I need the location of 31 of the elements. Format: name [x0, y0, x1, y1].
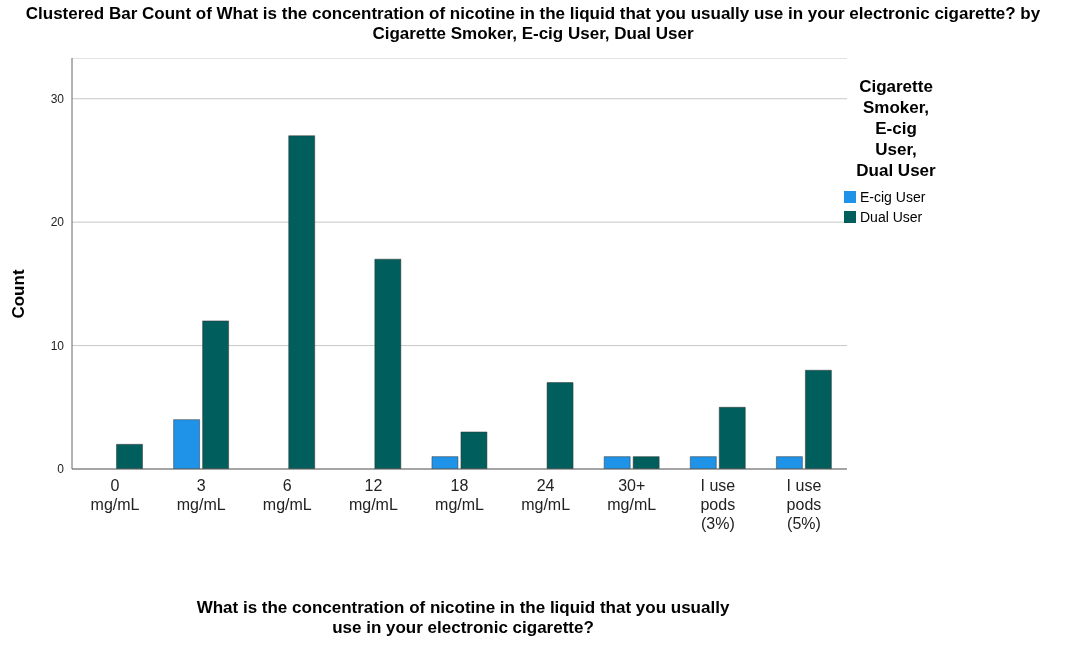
bar [603, 456, 631, 469]
x-tick-label: 18 mg/mL [435, 477, 485, 513]
bar [173, 419, 200, 469]
x-tick-label: 30+ mg/mL [607, 477, 657, 513]
bar [374, 258, 402, 469]
y-tick-label: 20 [50, 215, 65, 230]
bar [805, 370, 832, 469]
y-tick-label: 0 [57, 462, 65, 477]
bar [546, 382, 574, 469]
chart-title: Clustered Bar Count of What is the concentration of nicotine in the liquid that you usually use in your electronic cigarette? by Cigarette Smoker, E-cig User, Dual User [24, 4, 1042, 44]
bar [632, 456, 660, 469]
legend-label: E-cig User [860, 189, 926, 205]
bar [288, 135, 315, 469]
x-tick-label: 0 mg/mL [90, 477, 140, 513]
x-axis-title: What is the concentration of nicotine in the liquid that you usually use in your electronic cigarette? [195, 598, 731, 638]
bar [690, 456, 717, 469]
x-tick-label: I use pods (5%) [786, 477, 822, 532]
x-tick-label: 12 mg/mL [348, 477, 398, 513]
bar [719, 407, 746, 469]
bar [776, 456, 803, 469]
legend-label: Dual User [860, 209, 923, 225]
y-axis-title: Count [8, 269, 29, 319]
bar [116, 444, 143, 469]
x-tick-label: 3 mg/mL [176, 477, 226, 513]
legend-title: Cigarette Smoker, E-cig User, Dual User [856, 76, 936, 181]
x-tick-label: 24 mg/mL [521, 477, 571, 513]
bar [202, 320, 229, 469]
x-tick-label: I use pods (3%) [700, 477, 736, 532]
y-tick-label: 30 [50, 91, 65, 106]
y-tick-label: 10 [50, 338, 65, 353]
x-tick-label: 6 mg/mL [262, 477, 312, 513]
